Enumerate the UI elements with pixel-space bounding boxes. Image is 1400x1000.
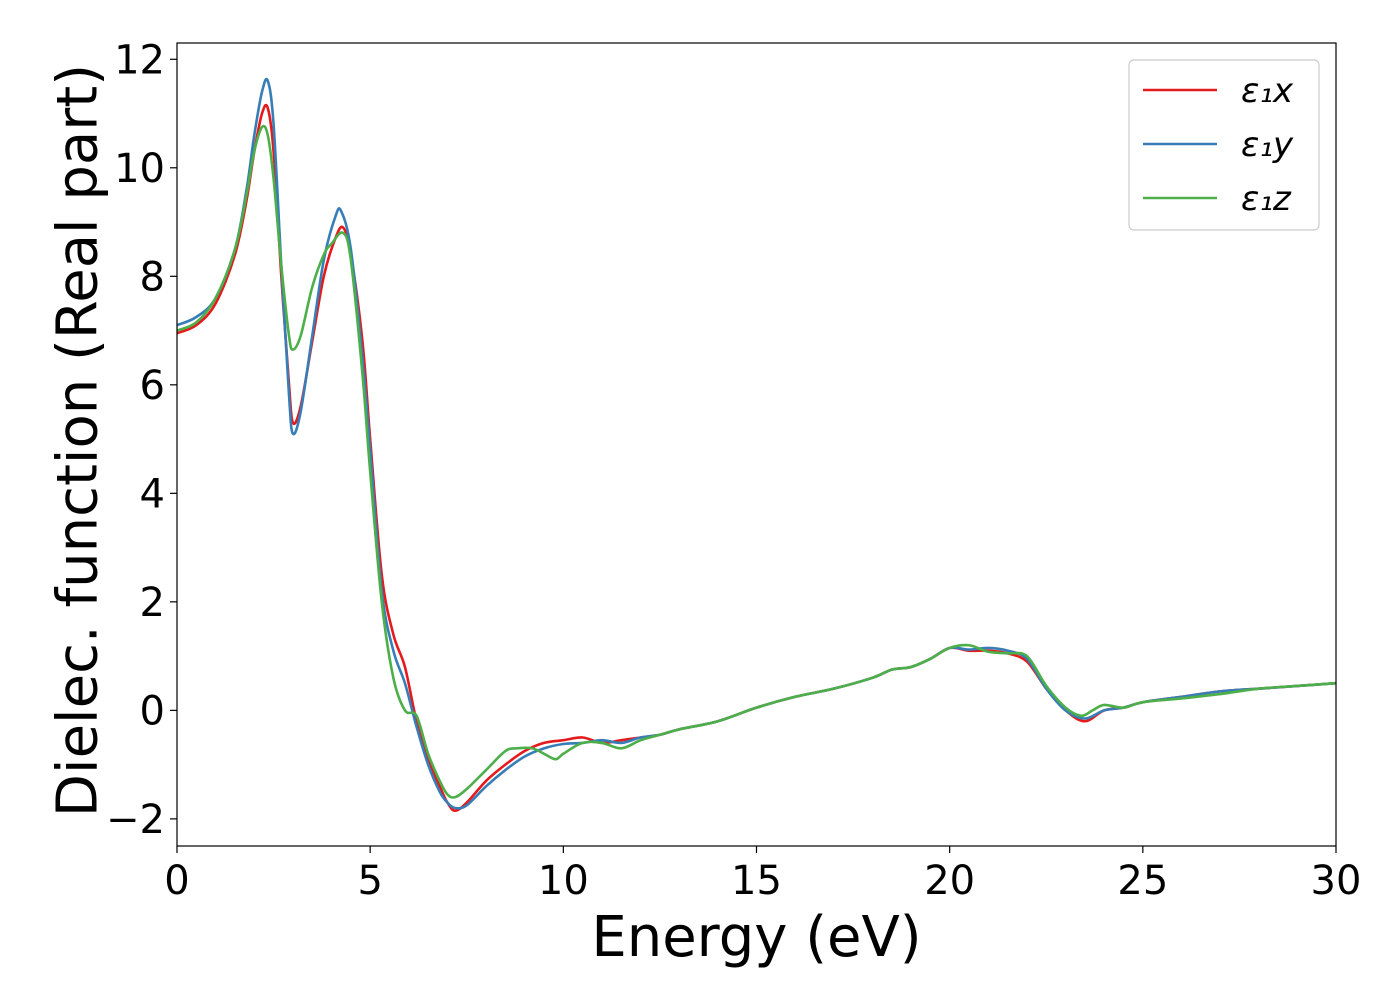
legend-label: ε₁y	[1241, 125, 1294, 165]
y-tick-label: 4	[140, 471, 165, 517]
y-tick-label: 12	[114, 37, 165, 83]
x-tick-label: 15	[731, 858, 782, 904]
y-tick-label: 10	[114, 146, 165, 192]
x-tick-label: 20	[924, 858, 975, 904]
series-lines	[177, 77, 1336, 813]
x-axis-ticks: 0 5 10 15 20 25 30	[164, 846, 1361, 904]
x-tick-label: 25	[1117, 858, 1168, 904]
x-tick-label: 10	[538, 858, 589, 904]
x-axis-title: Energy (eV)	[591, 905, 921, 970]
y-tick-label: 0	[140, 688, 165, 734]
series-line-2	[177, 77, 1336, 810]
y-tick-label: 8	[140, 254, 165, 300]
legend-box	[1128, 59, 1320, 231]
legend: ε₁x ε₁y ε₁z	[1128, 59, 1320, 231]
y-tick-label: 6	[140, 363, 165, 409]
legend-label: ε₁z	[1241, 179, 1292, 219]
y-axis-ticks: −2 0 2 4 6 8 10 12	[106, 37, 177, 843]
series-line-3	[177, 124, 1336, 799]
y-tick-label: 2	[140, 580, 165, 626]
legend-label: ε₁x	[1241, 71, 1294, 111]
x-tick-label: 0	[164, 858, 189, 904]
x-tick-label: 30	[1311, 858, 1362, 904]
x-tick-label: 5	[357, 858, 382, 904]
y-axis-title: Dielec. function (Real part)	[46, 64, 111, 817]
y-tick-label: −2	[106, 797, 165, 843]
